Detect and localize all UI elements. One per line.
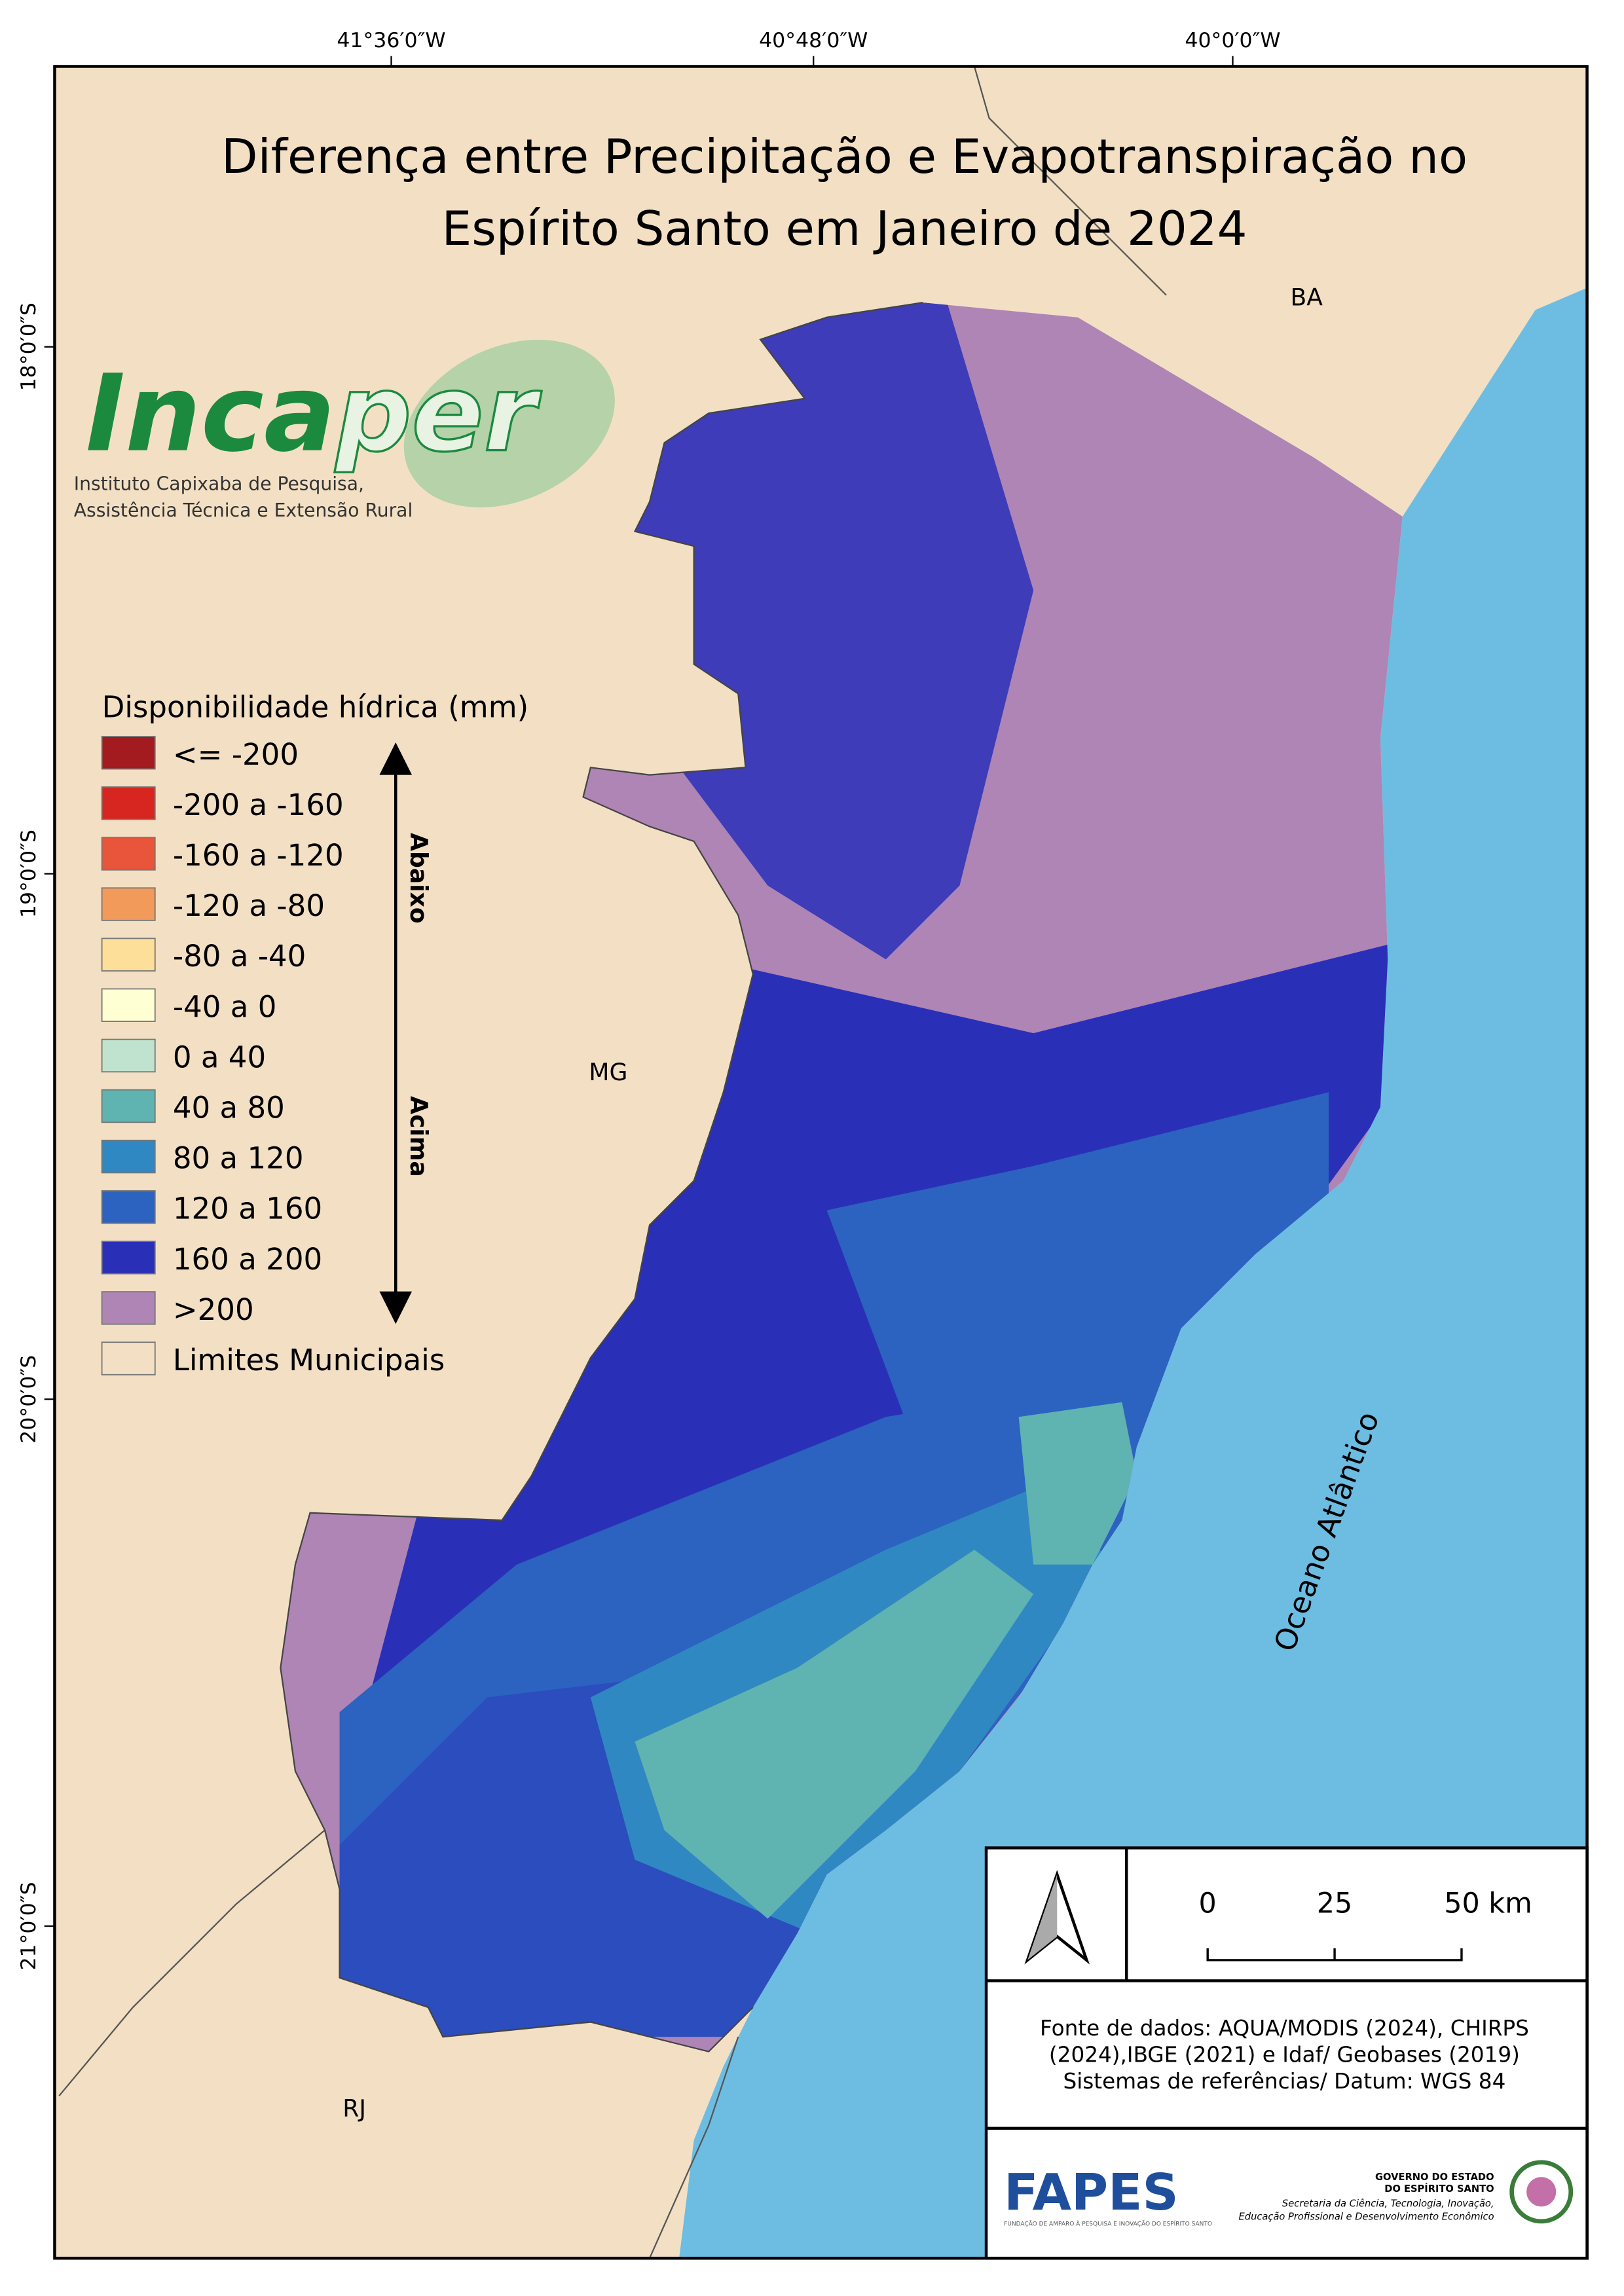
legend-label: 40 a 80 bbox=[173, 1091, 285, 1125]
arrow-label: Acima bbox=[405, 1096, 432, 1177]
fapes-logo: FAPES bbox=[1004, 2164, 1179, 2222]
title: Diferença entre Precipitação e Evapotran… bbox=[221, 130, 1467, 185]
logo-subtitle: Assistência Técnica e Extensão Rural bbox=[74, 500, 413, 521]
gov-text: Secretaria da Ciência, Tecnologia, Inova… bbox=[1282, 2198, 1494, 2209]
legend-swatch bbox=[101, 1139, 156, 1174]
frame bbox=[53, 65, 1589, 2260]
source-text: (2024),IBGE (2021) e Idaf/ Geobases (201… bbox=[1049, 2042, 1520, 2067]
region-label: BA bbox=[1291, 284, 1323, 312]
legend-swatch bbox=[101, 786, 156, 820]
region-label: MG bbox=[589, 1059, 627, 1086]
legend-swatch bbox=[101, 1341, 156, 1376]
legend-label: Limites Municipais bbox=[173, 1343, 445, 1377]
legend-label: <= -200 bbox=[173, 737, 299, 772]
legend-label: 120 a 160 bbox=[173, 1192, 322, 1226]
legend-swatch bbox=[101, 887, 156, 921]
legend-arrow: Abaixo Acima bbox=[379, 742, 432, 1324]
latitude-label: 19°0′0″S bbox=[17, 829, 41, 918]
logo-text: Inca bbox=[86, 352, 336, 476]
legend-label: 160 a 200 bbox=[173, 1242, 322, 1277]
legend-swatch bbox=[101, 988, 156, 1022]
gov-text: DO ESPÍRITO SANTO bbox=[1384, 2183, 1494, 2195]
legend-label: 80 a 120 bbox=[173, 1141, 304, 1176]
legend-title: Disponibilidade hídrica (mm) bbox=[102, 690, 529, 725]
region-label: RJ bbox=[342, 2095, 366, 2123]
arrow-label: Abaixo bbox=[405, 833, 432, 923]
gov-text: Educação Profissional e Desenvolvimento … bbox=[1239, 2212, 1494, 2223]
legend-label: -120 a -80 bbox=[173, 888, 325, 923]
legend-swatch bbox=[101, 1241, 156, 1275]
border bbox=[58, 66, 1167, 2259]
legend-swatch bbox=[101, 938, 156, 972]
title: Espírito Santo em Janeiro de 2024 bbox=[442, 202, 1247, 257]
logo: Incaper Instituto Capixaba de Pesquisa, … bbox=[74, 339, 615, 521]
longitude-label: 40°48′0″W bbox=[759, 29, 868, 52]
gov-text: GOVERNO DO ESTADO bbox=[1375, 2172, 1494, 2183]
state-border bbox=[280, 302, 923, 2052]
latitude-label: 20°0′0″S bbox=[17, 1355, 41, 1444]
legend-label: >200 bbox=[173, 1292, 254, 1327]
logo-text: per bbox=[334, 352, 542, 476]
legend-swatch bbox=[101, 1089, 156, 1123]
ocean bbox=[679, 287, 1587, 2259]
scale-label: 0 bbox=[1199, 1887, 1217, 1920]
graticule: 41°36′0″W 40°48′0″W 40°0′0″W 18°0′0″S 19°0′0… bbox=[17, 29, 1280, 1970]
legend-label: -160 a -120 bbox=[173, 838, 344, 873]
legend-label: 0 a 40 bbox=[173, 1040, 266, 1074]
legend-swatch bbox=[101, 837, 156, 871]
logo-subtitle: Instituto Capixaba de Pesquisa, bbox=[74, 473, 364, 494]
longitude-label: 40°0′0″W bbox=[1185, 29, 1280, 52]
info-panel: 0 25 50 km Fonte de dados: AQUA/MODIS (2… bbox=[984, 1846, 1589, 2260]
svg-text:Incaper: Incaper bbox=[86, 352, 542, 476]
scale-label: 50 km bbox=[1444, 1887, 1532, 1920]
longitude-label: 41°36′0″W bbox=[337, 29, 445, 52]
legend: <= -200 -200 a -160 -160 a -120 -120 a -80 -… bbox=[101, 736, 445, 1377]
legend-swatch bbox=[101, 1038, 156, 1073]
fapes-subtitle: FUNDAÇÃO DE AMPARO À PESQUISA E INOVAÇÃO… bbox=[1004, 2220, 1212, 2228]
legend-label: -80 a -40 bbox=[173, 939, 306, 974]
source-text: Sistemas de referências/ Datum: WGS 84 bbox=[1063, 2069, 1505, 2094]
scale-label: 25 bbox=[1317, 1887, 1353, 1920]
legend-swatch bbox=[101, 1190, 156, 1224]
legend-label: -40 a 0 bbox=[173, 989, 277, 1024]
latitude-label: 18°0′0″S bbox=[17, 302, 41, 391]
latitude-label: 21°0′0″S bbox=[17, 1882, 41, 1971]
source-text: Fonte de dados: AQUA/MODIS (2024), CHIRP… bbox=[1040, 2016, 1529, 2041]
legend-swatch bbox=[101, 1291, 156, 1325]
legend-label: -200 a -160 bbox=[173, 788, 344, 822]
legend-swatch bbox=[101, 736, 156, 770]
